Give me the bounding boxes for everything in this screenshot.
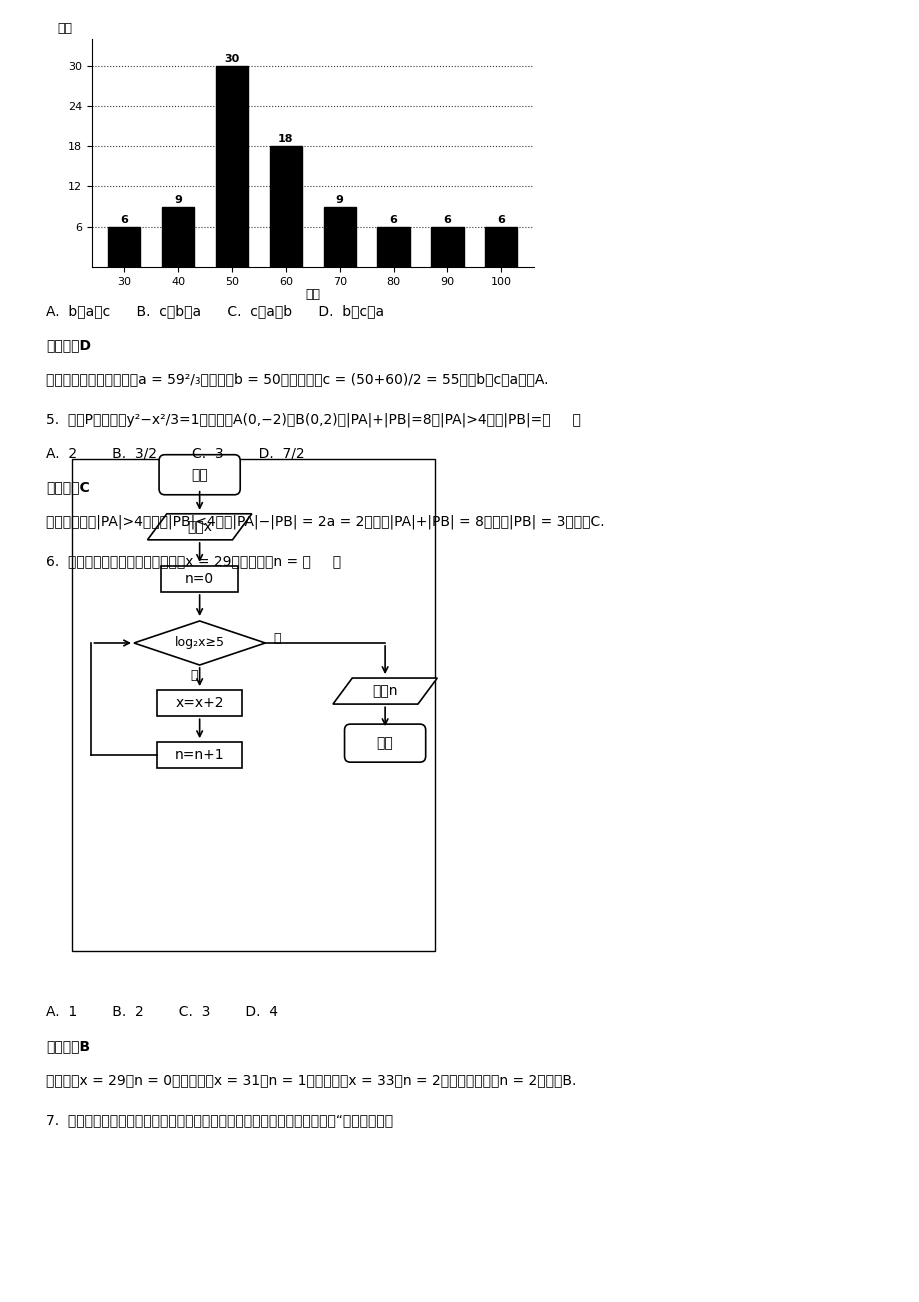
Bar (323, 207, 356, 267)
Y-axis label: 人数: 人数 (58, 22, 73, 34)
Text: 5.  设点P是双曲线y²−x²/3=1上一点，A(0,−2)，B(0,2)，|PA|+|PB|=8，|PA|>4，则|PB|=（     ）: 5. 设点P是双曲线y²−x²/3=1上一点，A(0,−2)，B(0,2)，|P… (46, 413, 580, 427)
Bar (108, 227, 141, 267)
Text: x=x+2: x=x+2 (176, 697, 223, 710)
FancyBboxPatch shape (159, 454, 240, 495)
Text: n=n+1: n=n+1 (175, 749, 224, 762)
FancyBboxPatch shape (345, 724, 425, 762)
Text: 【答案】D: 【答案】D (46, 339, 91, 353)
Polygon shape (134, 621, 265, 665)
Text: 7.  《九章算术》是人类科学史上应用数学的最早巾峰，书中有这样一道题：“今有大夫、不: 7. 《九章算术》是人类科学史上应用数学的最早巾峰，书中有这样一道题：“今有大夫… (46, 1113, 392, 1128)
Text: 6: 6 (120, 215, 128, 225)
Text: 【解析】由于|PA|>4，所以|PB|<4，故|PA|−|PB| = 2a = 2，由于|PA|+|PB| = 8，解得|PB| = 3，故选C.: 【解析】由于|PA|>4，所以|PB|<4，故|PA|−|PB| = 2a = … (46, 514, 604, 529)
Bar (431, 227, 463, 267)
X-axis label: 分数: 分数 (305, 288, 320, 301)
Bar (269, 146, 301, 267)
Text: 6: 6 (497, 215, 505, 225)
Text: 9: 9 (174, 194, 182, 204)
Text: 【答案】C: 【答案】C (46, 480, 90, 495)
Text: 6.  执行下边的程序框图，若输入的x = 29，则输出的n = （     ）: 6. 执行下边的程序框图，若输入的x = 29，则输出的n = （ ） (46, 555, 341, 569)
Bar (157, 742, 242, 768)
Polygon shape (147, 514, 252, 540)
Text: 【答案】B: 【答案】B (46, 1039, 90, 1053)
Text: n=0: n=0 (185, 572, 214, 586)
Text: 输出n: 输出n (372, 684, 397, 698)
Bar (484, 227, 516, 267)
Text: 结束: 结束 (376, 736, 393, 750)
Text: 6: 6 (390, 215, 397, 225)
Text: 开始: 开始 (191, 467, 208, 482)
Text: A.  1        B.  2        C.  3        D.  4: A. 1 B. 2 C. 3 D. 4 (46, 1005, 278, 1019)
Bar (157, 690, 242, 716)
Text: 否: 否 (273, 633, 280, 646)
Bar (161, 566, 238, 592)
Text: 输入x: 输入x (187, 519, 212, 534)
Polygon shape (333, 678, 437, 704)
Text: 6: 6 (443, 215, 451, 225)
Text: 【解析】x = 29，n = 0，判断是，x = 31，n = 1，判断是，x = 33，n = 2，判断否，输出n = 2，故选B.: 【解析】x = 29，n = 0，判断是，x = 31，n = 1，判断是，x … (46, 1073, 575, 1087)
Text: log₂x≥5: log₂x≥5 (175, 637, 224, 650)
Bar (162, 207, 194, 267)
Text: 18: 18 (278, 134, 293, 145)
Text: 30: 30 (224, 53, 239, 64)
Bar (216, 66, 248, 267)
Bar (377, 227, 409, 267)
Text: 9: 9 (335, 194, 344, 204)
Text: A.  2        B.  3/2        C.  3        D.  7/2: A. 2 B. 3/2 C. 3 D. 7/2 (46, 447, 304, 461)
Text: 【解析】经计算得平均値a = 59²/₃，众数为b = 50，中位数为c = (50+60)/2 = 55，故b＜c＜a，选A.: 【解析】经计算得平均値a = 59²/₃，众数为b = 50，中位数为c = (… (46, 372, 548, 387)
Text: A.  b＜a＜c      B.  c＜b＜a      C.  c＜a＜b      D.  b＜c＜a: A. b＜a＜c B. c＜b＜a C. c＜a＜b D. b＜c＜a (46, 305, 384, 319)
Text: 是: 是 (190, 669, 198, 682)
